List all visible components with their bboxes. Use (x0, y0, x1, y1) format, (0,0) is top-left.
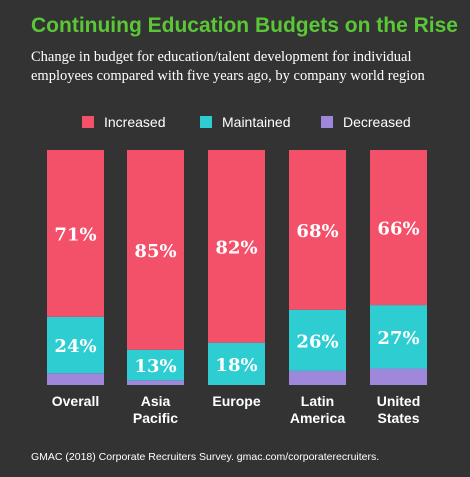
legend-label-increased: Increased (104, 114, 166, 130)
data-label-increased-asia-pacific: 85% (134, 241, 176, 262)
data-label-maintained-asia-pacific: 13% (134, 356, 176, 377)
bar-segment-decreased-latin-america (289, 370, 346, 385)
legend-item-decreased: Decreased (321, 111, 411, 133)
bar-segment-increased-europe (208, 150, 265, 343)
bar-segment-increased-united-states (370, 150, 427, 306)
legend-swatch-increased (82, 116, 94, 128)
stacked-bar-chart: 24% 71% Overall 13% 85% Asia Pacific 18% 82% Euro… (47, 150, 427, 426)
bar-segment-maintained-europe (208, 342, 265, 385)
data-label-maintained-latin-america: 26% (296, 331, 338, 352)
bar-segment-decreased-asia-pacific (127, 380, 184, 385)
chart-title: Continuing Education Budgets on the Rise (31, 14, 458, 37)
data-label-maintained-overall: 24% (54, 336, 96, 357)
bar-segment-decreased-overall (47, 373, 104, 385)
bar-segment-maintained-latin-america (289, 309, 346, 371)
data-label-maintained-europe: 18% (215, 355, 257, 376)
legend-label-maintained: Maintained (222, 114, 291, 130)
source-footnote: GMAC (2018) Corporate Recruiters Survey.… (31, 451, 380, 463)
category-label-asia-pacific: Asia Pacific (133, 393, 178, 426)
category-label-latin-america: Latin America (290, 393, 345, 426)
data-label-increased-overall: 71% (54, 224, 96, 245)
data-label-maintained-united-states: 27% (377, 328, 419, 349)
bar-segment-increased-asia-pacific (127, 150, 184, 350)
bar-segment-increased-latin-america (289, 150, 346, 310)
bar-segment-maintained-asia-pacific (127, 349, 184, 381)
legend-swatch-maintained (200, 116, 212, 128)
category-label-united-states: United States (377, 393, 421, 426)
legend: Increased Maintained Decreased (0, 111, 470, 133)
bar-segment-decreased-united-states (370, 368, 427, 385)
bar-segment-maintained-united-states (370, 305, 427, 369)
bar-segment-increased-overall (47, 150, 104, 317)
category-label-europe: Europe (212, 393, 260, 409)
data-label-increased-europe: 82% (215, 237, 257, 258)
legend-label-decreased: Decreased (343, 114, 411, 130)
bar-segment-maintained-overall (47, 316, 104, 374)
data-label-increased-latin-america: 68% (296, 221, 338, 242)
chart-subtitle: Change in budget for education/talent de… (31, 49, 425, 84)
category-label-overall: Overall (52, 393, 99, 409)
legend-item-maintained: Maintained (200, 111, 291, 133)
legend-item-increased: Increased (82, 111, 165, 133)
legend-swatch-decreased (321, 116, 333, 128)
data-label-increased-united-states: 66% (377, 219, 419, 240)
